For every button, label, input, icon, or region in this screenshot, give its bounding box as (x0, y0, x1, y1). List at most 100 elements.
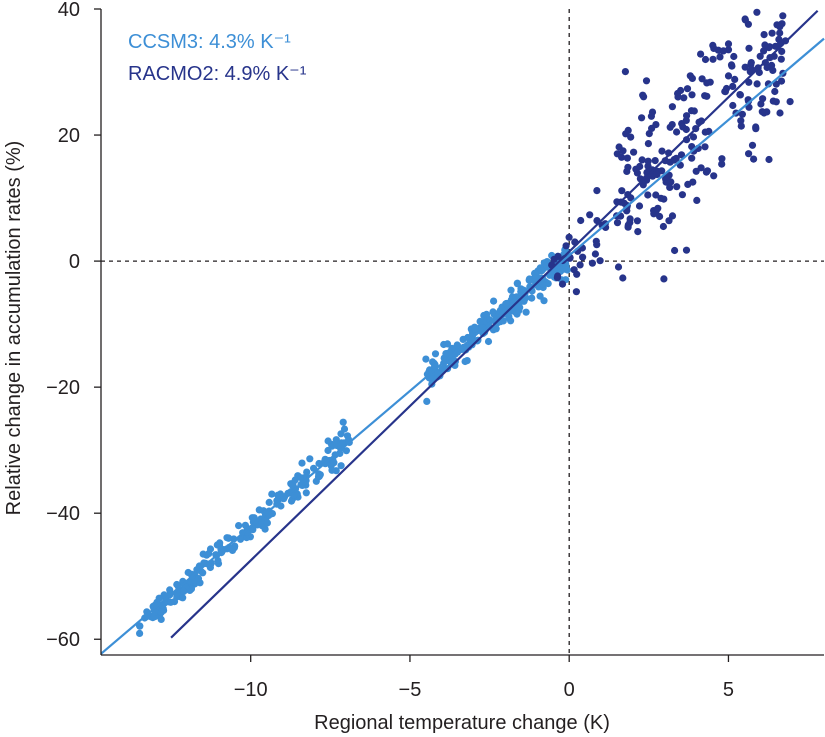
ccsm3-point (423, 397, 431, 405)
racmo2-point (636, 162, 644, 171)
racmo2-point (593, 241, 601, 249)
racmo2-point (644, 191, 652, 199)
ccsm3-point (330, 459, 338, 467)
ccsm3-point (268, 490, 276, 498)
ccsm3-point (287, 497, 296, 505)
ccsm3-point (157, 615, 165, 624)
racmo2-point (786, 98, 794, 106)
racmo2-point (570, 266, 578, 274)
racmo2-point (634, 228, 642, 236)
racmo2-point (779, 12, 787, 20)
ccsm3-point (513, 279, 522, 287)
racmo2-point (771, 87, 779, 96)
reference-lines (101, 9, 824, 655)
racmo2-points (548, 8, 794, 296)
racmo2-point (677, 151, 686, 159)
racmo2-point (577, 216, 585, 225)
racmo2-point (690, 107, 698, 115)
ccsm3-point (544, 280, 552, 288)
ccsm3-point (214, 556, 222, 565)
racmo2-point (588, 259, 597, 267)
racmo2-point (550, 255, 558, 263)
racmo2-point (757, 100, 765, 108)
racmo2-point (729, 101, 737, 110)
racmo2-point (688, 91, 696, 99)
ccsm3-point (484, 337, 493, 346)
ccsm3-point (444, 349, 452, 358)
racmo2-point (745, 150, 753, 158)
ccsm3-point (339, 418, 347, 426)
racmo2-point (703, 92, 711, 100)
racmo2-point (613, 219, 622, 227)
racmo2-point (729, 82, 737, 90)
racmo2-point (562, 242, 570, 250)
ccsm3-fit-line (100, 37, 825, 655)
racmo2-point (760, 47, 768, 55)
racmo2-point (701, 128, 709, 136)
ccsm3-point (431, 350, 440, 358)
racmo2-point (652, 191, 660, 199)
racmo2-point (623, 154, 632, 162)
ccsm3-point (216, 539, 224, 547)
racmo2-point (618, 187, 626, 195)
racmo2-point (777, 55, 785, 63)
ccsm3-points (136, 245, 571, 638)
racmo2-point (716, 53, 724, 61)
ccsm3-point (306, 455, 314, 463)
racmo2-point (654, 204, 662, 212)
ccsm3-point (187, 585, 195, 593)
y-tick-label: 20 (58, 125, 80, 147)
racmo2-point (624, 221, 632, 229)
racmo2-point (701, 55, 710, 64)
racmo2-point (736, 91, 745, 99)
legend-ccsm3: CCSM3: 4.3% K⁻¹ (128, 31, 291, 53)
ccsm3-point (522, 308, 530, 316)
racmo2-point (614, 263, 623, 271)
ccsm3-point (143, 612, 151, 621)
racmo2-point (638, 156, 646, 164)
racmo2-point (756, 52, 764, 60)
ccsm3-point (463, 357, 471, 365)
racmo2-point (727, 61, 736, 69)
racmo2-point (698, 75, 706, 83)
ccsm3-point (422, 355, 430, 363)
ccsm3-point (443, 340, 452, 348)
x-tick-label: 0 (564, 679, 575, 701)
ccsm3-point (476, 317, 484, 325)
racmo2-point (722, 84, 731, 93)
ccsm3-point (291, 476, 299, 484)
racmo2-point (718, 155, 726, 163)
racmo2-point (776, 29, 784, 37)
racmo2-point (765, 155, 773, 164)
racmo2-point (738, 110, 747, 118)
axes (100, 9, 824, 656)
ccsm3-point (274, 491, 282, 499)
ccsm3-point (502, 299, 511, 308)
ccsm3-point (167, 598, 175, 606)
ccsm3-point (277, 502, 285, 510)
ccsm3-point (507, 286, 515, 294)
racmo2-point (673, 128, 681, 136)
racmo2-point (731, 75, 739, 83)
racmo2-point (769, 66, 777, 74)
ccsm3-point (482, 310, 491, 318)
racmo2-point (760, 109, 768, 117)
ccsm3-point (324, 437, 332, 445)
x-tick-label: 5 (723, 679, 734, 701)
y-tick-label: −20 (46, 377, 80, 399)
ccsm3-point (531, 274, 539, 282)
y-tick-label: 0 (69, 251, 80, 273)
racmo2-point (710, 44, 718, 53)
racmo2-point (775, 35, 783, 44)
racmo2-point (741, 16, 750, 24)
racmo2-point (737, 122, 745, 130)
racmo2-point (697, 164, 705, 172)
racmo2-point (630, 148, 638, 156)
racmo2-point (622, 130, 630, 138)
racmo2-point (724, 72, 733, 80)
racmo2-point (683, 112, 691, 120)
racmo2-point (640, 93, 648, 101)
ccsm3-point (155, 594, 163, 602)
ccsm3-point (340, 425, 349, 433)
racmo2-point (633, 217, 642, 225)
